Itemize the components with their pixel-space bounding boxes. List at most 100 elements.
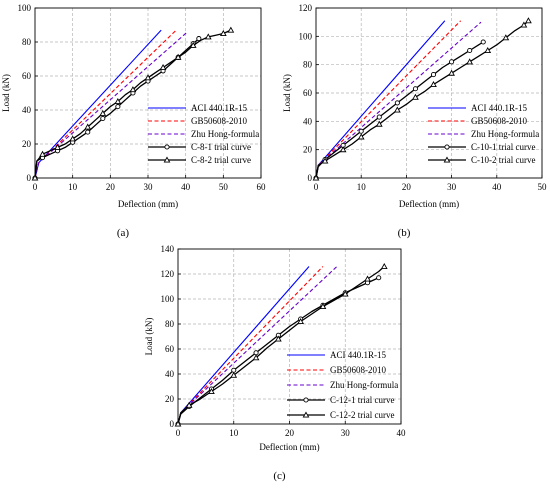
series-line <box>315 41 484 179</box>
data-point <box>99 109 107 116</box>
data-point <box>394 100 400 106</box>
legend-label: GB50608-2010 <box>471 116 527 126</box>
data-point <box>448 69 455 76</box>
data-point <box>274 335 282 342</box>
plot-frame <box>177 248 402 425</box>
data-point <box>185 401 193 408</box>
y-tick-label: 20 <box>22 139 32 149</box>
y-tick-label: 20 <box>165 394 175 404</box>
data-point <box>375 120 383 127</box>
data-point <box>253 350 259 356</box>
y-tick-label: 100 <box>161 294 175 304</box>
y-tick-label: 60 <box>303 88 313 98</box>
panel-label: (c) <box>273 470 286 482</box>
x-tick-label: 10 <box>229 428 239 438</box>
y-tick-label: 80 <box>303 60 313 70</box>
y-tick-label: 40 <box>165 369 175 379</box>
data-point <box>159 63 167 71</box>
x-tick-label: 40 <box>397 428 407 438</box>
x-tick-label: 30 <box>447 182 457 192</box>
data-point <box>115 104 121 110</box>
legend-marker <box>443 156 451 163</box>
y-tick-label: 120 <box>161 269 175 279</box>
data-point <box>208 387 215 395</box>
x-axis-title: Deflection (mm) <box>259 442 319 452</box>
legend-label: C-8-1 trial curve <box>191 142 251 152</box>
panel-label: (b) <box>398 227 411 239</box>
data-point <box>364 275 371 282</box>
legend-label: Zhu Hong-formula <box>330 380 398 390</box>
data-point <box>312 174 320 181</box>
data-point <box>466 58 474 65</box>
series-line <box>315 21 482 179</box>
x-tick-label: 20 <box>106 182 116 192</box>
y-axis-title: Load (kN) <box>144 318 154 356</box>
legend-marker <box>444 144 450 150</box>
legend-label: ACI 440.1R-15 <box>191 103 247 113</box>
data-point <box>484 46 492 54</box>
y-tick-label: 0 <box>27 173 32 183</box>
data-point <box>376 275 382 281</box>
data-point <box>430 80 437 88</box>
legend-marker <box>163 156 171 163</box>
legend-marker <box>303 397 309 403</box>
data-point <box>357 133 365 140</box>
data-point <box>129 86 137 93</box>
x-tick-label: 0 <box>176 428 181 438</box>
y-tick-label: 100 <box>18 3 32 13</box>
data-point <box>219 29 227 37</box>
y-tick-label: 20 <box>303 145 313 155</box>
series-5 <box>312 17 532 181</box>
data-point <box>297 317 305 325</box>
x-tick-label: 30 <box>144 182 154 192</box>
legend: ACI 440.1R-15 GB50608-2010 Zhu Hong-formul… <box>287 350 398 420</box>
chart-panel-1: 0 10 20 30 40 50 60 0 20 40 60 80 100 Deflection (mm)… <box>1 3 266 239</box>
series-line <box>315 20 462 179</box>
data-point <box>467 47 473 54</box>
x-tick-label: 10 <box>357 182 367 192</box>
data-point <box>189 41 197 48</box>
chart-panel-3: 0 10 20 30 40 0 20 40 60 80 100 120 140 Deflection (m… <box>144 244 406 482</box>
series-line <box>34 31 188 179</box>
data-point <box>525 17 532 24</box>
series-2 <box>315 20 462 179</box>
y-tick-label: 60 <box>165 344 175 354</box>
data-point <box>231 367 237 373</box>
legend-label: C-12-2 trial curve <box>330 410 394 420</box>
x-tick-label: 50 <box>538 182 548 192</box>
data-point <box>144 74 152 81</box>
series-5 <box>174 262 388 427</box>
x-tick-label: 20 <box>402 182 412 192</box>
x-tick-label: 20 <box>285 428 295 438</box>
chart-panel-2: 0 10 20 30 40 50 0 20 40 60 80 100 120 Deflection (mm… <box>282 3 547 239</box>
y-tick-label: 100 <box>299 31 313 41</box>
legend-label: GB50608-2010 <box>330 365 386 375</box>
legend-label: C-12-1 trial curve <box>330 395 394 405</box>
series-3 <box>315 21 482 179</box>
data-point <box>227 26 235 33</box>
y-axis-title: Load (kN) <box>282 74 292 112</box>
data-point <box>39 150 46 157</box>
data-point <box>321 157 329 164</box>
data-point <box>412 93 419 100</box>
data-point <box>502 34 510 41</box>
y-tick-label: 0 <box>170 419 175 429</box>
x-tick-label: 60 <box>257 182 267 192</box>
y-axis-title: Load (kN) <box>1 74 11 112</box>
y-tick-label: 60 <box>22 71 32 81</box>
panel-label: (a) <box>117 227 130 239</box>
data-point <box>393 106 401 113</box>
legend-label: Zhu Hong-formula <box>191 129 259 139</box>
data-point <box>174 420 182 427</box>
data-point <box>174 53 182 60</box>
data-point <box>412 86 418 92</box>
x-tick-label: 50 <box>219 182 229 192</box>
y-tick-label: 140 <box>161 244 175 254</box>
data-point <box>380 262 388 270</box>
x-axis-title: Deflection (mm) <box>118 199 178 209</box>
legend-label: GB50608-2010 <box>191 116 247 126</box>
y-tick-label: 40 <box>303 116 313 126</box>
plot-frame <box>34 7 262 179</box>
data-point <box>319 302 327 310</box>
